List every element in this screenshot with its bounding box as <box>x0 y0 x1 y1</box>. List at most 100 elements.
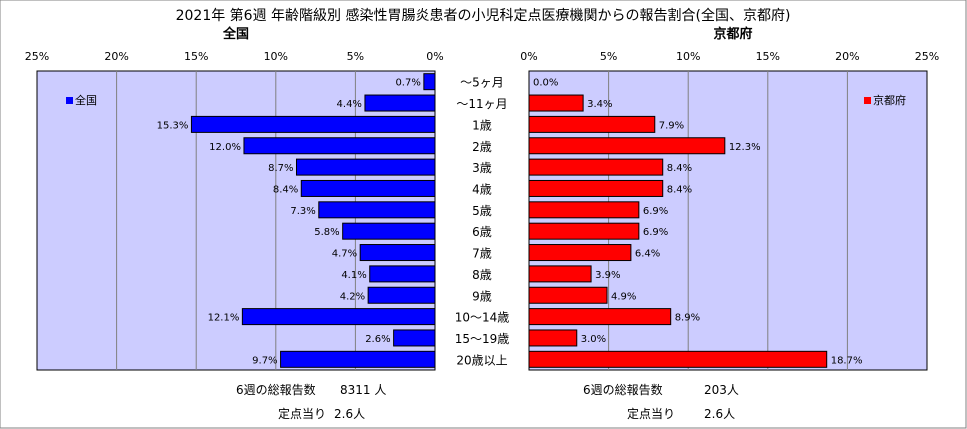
national-panel: 0% 5% 10% 15% 20% 25% 0.7% 4.4% 15.3% 12.0% 8.7% 8.… <box>25 50 444 371</box>
kyoto-tick-label: 5% <box>600 50 617 63</box>
age-category-label: 1歳 <box>472 118 492 132</box>
national-data-label: 9.7% <box>252 355 277 366</box>
kyoto-data-label: 8.4% <box>667 184 692 195</box>
national-bar <box>423 73 436 91</box>
national-bar <box>295 158 436 176</box>
national-bar <box>369 265 436 283</box>
kyoto-data-label: 6.9% <box>643 206 668 217</box>
kyoto-panel-title: 京都府 <box>713 26 752 42</box>
national-per-label: 定点当り <box>278 406 326 421</box>
kyoto-tick-label: 10% <box>676 50 700 63</box>
age-category-label: 7歳 <box>472 247 492 261</box>
national-bar <box>243 137 436 155</box>
age-category-label: ～5ヶ月 <box>460 76 504 90</box>
kyoto-data-label: 3.4% <box>587 99 612 110</box>
kyoto-panel: 0% 5% 10% 15% 20% 25% 0.0% 3.4% 7.9% 12.3% 8.4% 8.4… <box>520 50 939 371</box>
age-category-label: 6歳 <box>472 225 492 239</box>
national-data-label: 12.0% <box>209 142 241 153</box>
national-legend: 全国 <box>66 93 97 107</box>
age-category-label: 3歳 <box>472 161 492 175</box>
kyoto-data-label: 8.9% <box>675 313 700 324</box>
national-data-label: 8.4% <box>273 184 298 195</box>
kyoto-data-label: 6.4% <box>635 249 660 260</box>
kyoto-per-value: 2.6人 <box>704 407 735 421</box>
kyoto-legend-label: 京都府 <box>873 93 906 107</box>
national-footer: 6週の総報告数 8311 人 定点当り 2.6人 <box>236 382 386 421</box>
national-data-label: 2.6% <box>365 334 390 345</box>
kyoto-bar <box>528 286 608 304</box>
national-data-label: 4.1% <box>341 270 366 281</box>
age-category-label: 10～14歳 <box>455 311 510 325</box>
national-bar <box>367 286 436 304</box>
kyoto-bar <box>528 179 664 197</box>
national-bar <box>364 94 436 112</box>
kyoto-bar <box>528 244 632 262</box>
national-data-label: 12.1% <box>208 313 240 324</box>
age-category-label: 20歳以上 <box>456 353 507 367</box>
national-legend-swatch <box>66 97 73 104</box>
national-total-label: 6週の総報告数 <box>236 382 316 397</box>
age-category-labels: ～5ヶ月 ～11ヶ月 1歳 2歳 3歳 4歳 5歳 6歳 7歳 8歳 9歳 10～14歳 15～19歳 2… <box>455 76 510 368</box>
age-category-label: 15～19歳 <box>455 332 510 346</box>
kyoto-total-value: 203人 <box>704 383 739 397</box>
kyoto-tick-label: 0% <box>520 50 537 63</box>
kyoto-data-label: 8.4% <box>667 163 692 174</box>
national-total-value: 8311 人 <box>340 383 386 397</box>
kyoto-bar <box>528 137 726 155</box>
kyoto-data-label: 6.9% <box>643 227 668 238</box>
kyoto-total-label: 6週の総報告数 <box>583 382 663 397</box>
kyoto-bar <box>528 115 656 133</box>
national-per-value: 2.6人 <box>334 407 365 421</box>
kyoto-data-label: 12.3% <box>729 142 761 153</box>
age-category-label: 2歳 <box>472 140 492 154</box>
national-plot-area <box>36 70 436 371</box>
national-tick-label: 25% <box>25 50 49 63</box>
kyoto-plot-area <box>528 70 928 371</box>
national-tick-label: 10% <box>264 50 288 63</box>
age-category-label: ～11ヶ月 <box>456 97 507 111</box>
kyoto-bar <box>528 265 592 283</box>
national-bar <box>359 244 436 262</box>
kyoto-data-label: 18.7% <box>831 355 863 366</box>
kyoto-bar <box>528 201 640 219</box>
national-bar <box>300 179 436 197</box>
national-panel-title: 全国 <box>222 26 249 42</box>
national-data-label: 7.3% <box>290 206 315 217</box>
national-bar <box>280 350 436 368</box>
national-tick-label: 0% <box>426 50 443 63</box>
national-data-label: 4.4% <box>337 99 362 110</box>
national-data-label: 4.2% <box>340 291 365 302</box>
kyoto-tick-label: 15% <box>756 50 780 63</box>
national-data-label: 15.3% <box>157 120 189 131</box>
national-tick-label: 5% <box>347 50 364 63</box>
kyoto-bar <box>528 94 584 112</box>
kyoto-per-label: 定点当り <box>627 406 675 421</box>
kyoto-bar <box>528 329 578 347</box>
national-bar <box>342 222 436 240</box>
national-data-label: 8.7% <box>268 163 293 174</box>
kyoto-bar <box>528 350 828 368</box>
national-bar <box>241 308 436 326</box>
kyoto-legend: 京都府 <box>864 93 906 107</box>
national-bar <box>190 115 436 133</box>
national-tick-label: 20% <box>104 50 128 63</box>
national-legend-label: 全国 <box>75 93 97 107</box>
kyoto-data-label: 3.0% <box>581 334 606 345</box>
national-tick-label: 15% <box>184 50 208 63</box>
age-category-label: 9歳 <box>472 289 492 303</box>
kyoto-bar <box>528 308 672 326</box>
kyoto-data-label: 4.9% <box>611 291 636 302</box>
kyoto-data-label: 0.0% <box>533 78 558 89</box>
kyoto-tick-label: 25% <box>915 50 939 63</box>
kyoto-bar <box>528 222 640 240</box>
national-bar <box>318 201 436 219</box>
kyoto-footer: 6週の総報告数 203人 定点当り 2.6人 <box>583 382 739 421</box>
kyoto-data-label: 7.9% <box>659 120 684 131</box>
national-data-label: 0.7% <box>395 78 420 89</box>
chart-title: 2021年 第6週 年齢階級別 感染性胃腸炎患者の小児科定点医療機関からの報告割… <box>176 7 791 24</box>
kyoto-legend-swatch <box>864 97 871 104</box>
kyoto-data-label: 3.9% <box>595 270 620 281</box>
national-data-label: 5.8% <box>314 227 339 238</box>
